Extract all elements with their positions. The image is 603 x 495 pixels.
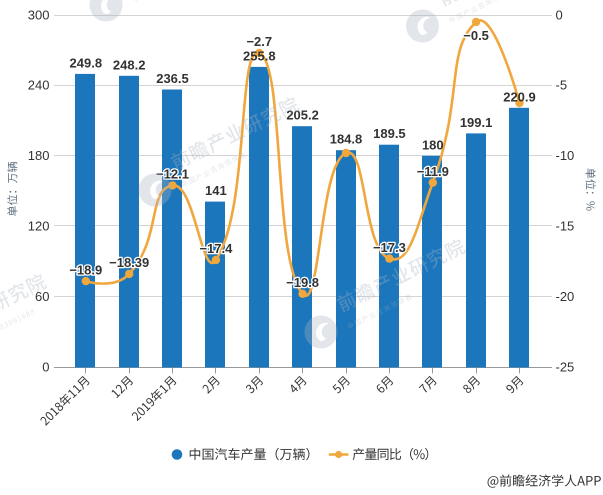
svg-text:220.9: 220.9 [503, 89, 536, 104]
svg-text:255.8: 255.8 [243, 48, 276, 63]
svg-text:−0.5: −0.5 [463, 28, 489, 43]
svg-text:−18.39: −18.39 [109, 255, 149, 270]
svg-text:0: 0 [42, 359, 49, 374]
svg-text:-5: -5 [556, 78, 568, 93]
svg-text:-20: -20 [556, 289, 575, 304]
svg-text:0: 0 [556, 7, 563, 22]
svg-text:180: 180 [28, 148, 50, 163]
svg-text:−18.9: −18.9 [69, 262, 102, 277]
svg-text:249.8: 249.8 [70, 55, 103, 70]
svg-text:184.8: 184.8 [330, 132, 363, 147]
svg-text:240: 240 [28, 78, 50, 93]
svg-text:60: 60 [35, 289, 49, 304]
svg-text:−11.9: −11.9 [417, 164, 449, 179]
svg-text:248.2: 248.2 [113, 57, 146, 72]
svg-text:205.2: 205.2 [286, 108, 319, 123]
svg-text:-10: -10 [556, 148, 575, 163]
svg-text:120: 120 [28, 219, 50, 234]
svg-text:−17.3: −17.3 [373, 240, 406, 255]
svg-text:−2.7: −2.7 [246, 34, 272, 49]
svg-text:-25: -25 [556, 359, 575, 374]
svg-text:-15: -15 [556, 219, 575, 234]
svg-text:−12.1: −12.1 [156, 167, 189, 182]
svg-text:−17.4: −17.4 [199, 241, 233, 256]
svg-text:180: 180 [422, 137, 444, 152]
svg-text:−19.8: −19.8 [286, 275, 319, 290]
svg-text:141: 141 [205, 183, 227, 198]
svg-text:236.5: 236.5 [156, 71, 189, 86]
svg-text:300: 300 [28, 7, 50, 22]
svg-text:199.1: 199.1 [460, 115, 493, 130]
svg-text:189.5: 189.5 [373, 126, 406, 141]
